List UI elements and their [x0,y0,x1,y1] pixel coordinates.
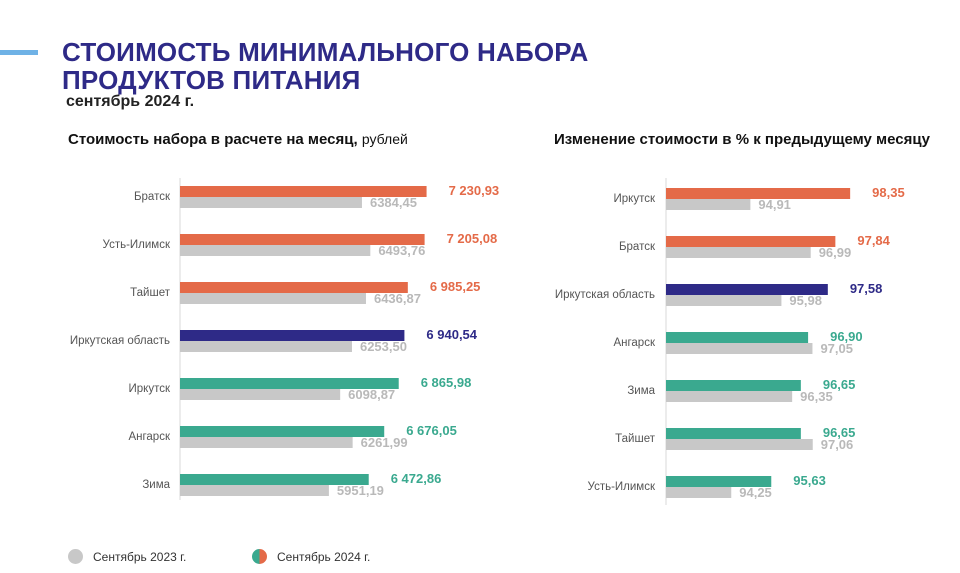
bar-2023 [666,439,813,450]
left-chart-title-unit: рублей [361,131,408,147]
legend-label-2023: Сентябрь 2023 г. [93,549,187,564]
category-label: Зима [142,479,170,491]
bar-2023 [666,295,782,306]
value-label-2023: 94,91 [758,197,791,212]
bar-2024 [180,234,425,245]
legend-dot-2023 [68,549,83,564]
value-label-2023: 6493,76 [378,243,425,258]
value-label-2023: 94,25 [739,485,772,500]
percent-change-chart: Иркутск 98,35 94,91 Братск 97,84 96,99 Иркутск… [555,178,905,505]
page-title: СТОИМОСТЬ МИНИМАЛЬНОГО НАБОРА ПРОДУКТОВ … [62,38,589,94]
value-label-2024: 6 940,54 [426,327,477,342]
value-label-2023: 6098,87 [348,387,395,402]
category-label: Зима [627,385,655,397]
value-label-2024: 96,90 [830,329,863,344]
value-label-2024: 6 472,86 [391,471,442,486]
value-label-2023: 5951,19 [337,483,384,498]
bar-2024 [666,476,772,487]
legend-dot-2024 [252,549,267,564]
bar-2023 [180,437,353,448]
period-subtitle: сентябрь 2024 г. [66,93,195,110]
category-label: Братск [619,241,656,253]
legend-label-2024: Сентябрь 2024 г. [277,549,371,564]
legend-item-2023: Сентябрь 2023 г. [68,549,186,564]
value-label-2023: 6261,99 [361,435,408,450]
value-label-2024: 98,35 [872,185,905,200]
page-title-line2: ПРОДУКТОВ ПИТАНИЯ [62,65,361,95]
left-chart-title: Стоимость набора в расчете на месяц, руб… [68,131,408,148]
value-label-2023: 95,98 [789,293,822,308]
value-label-2024: 97,58 [850,281,883,296]
category-label: Тайшет [130,287,171,299]
bar-2023 [180,245,371,256]
value-label-2024: 95,63 [793,473,826,488]
value-label-2023: 97,05 [820,341,853,356]
bar-2023 [180,485,329,496]
bar-2024 [180,474,369,485]
bar-2024 [666,332,809,343]
category-label: Ангарск [613,337,656,349]
bar-2023 [666,343,813,354]
bar-2023 [180,389,341,400]
bar-2023 [666,391,793,402]
right-chart-title: Изменение стоимости в % к предыдущему ме… [554,131,930,148]
bar-2024 [180,426,385,437]
category-label: Тайшет [615,433,656,445]
monthly-cost-chart: Братск 7 230,93 6384,45 Усть-Илимск 7 205,08… [70,178,499,500]
bar-2024 [666,284,828,295]
value-label-2023: 6253,50 [360,339,407,354]
value-label-2024: 96,65 [823,425,856,440]
value-label-2024: 7 205,08 [447,231,498,246]
accent-bar [0,50,38,55]
bar-2023 [180,293,366,304]
bar-2024 [666,236,836,247]
value-label-2023: 6436,87 [374,291,421,306]
bar-2023 [180,341,352,352]
value-label-2024: 97,84 [857,233,890,248]
bar-2024 [666,428,801,439]
bar-2024 [180,282,408,293]
value-label-2024: 6 865,98 [421,375,472,390]
bar-2024 [666,188,851,199]
category-label: Иркутская область [70,335,170,347]
value-label-2024: 6 676,05 [406,423,457,438]
category-label: Братск [134,191,171,203]
value-label-2023: 96,35 [800,389,833,404]
category-label: Усть-Илимск [588,481,656,493]
bar-2024 [180,378,399,389]
category-label: Ангарск [128,431,171,443]
value-label-2023: 6384,45 [370,195,417,210]
bar-2023 [666,247,811,258]
bar-2024 [180,330,405,341]
value-label-2023: 97,06 [821,437,854,452]
bar-2023 [666,487,732,498]
category-label: Иркутск [614,193,656,205]
category-label: Иркутск [129,383,171,395]
page-title-line1: СТОИМОСТЬ МИНИМАЛЬНОГО НАБОРА [62,37,589,67]
legend-item-2024: Сентябрь 2024 г. [252,549,370,564]
value-label-2024: 6 985,25 [430,279,481,294]
left-chart-title-text: Стоимость набора в расчете на месяц, [68,131,358,148]
bar-2024 [666,380,801,391]
bar-2023 [666,199,751,210]
bar-2024 [180,186,427,197]
category-label: Усть-Илимск [103,239,171,251]
category-label: Иркутская область [555,289,655,301]
value-label-2024: 7 230,93 [449,183,500,198]
value-label-2024: 96,65 [823,377,856,392]
bar-2023 [180,197,362,208]
value-label-2023: 96,99 [819,245,852,260]
